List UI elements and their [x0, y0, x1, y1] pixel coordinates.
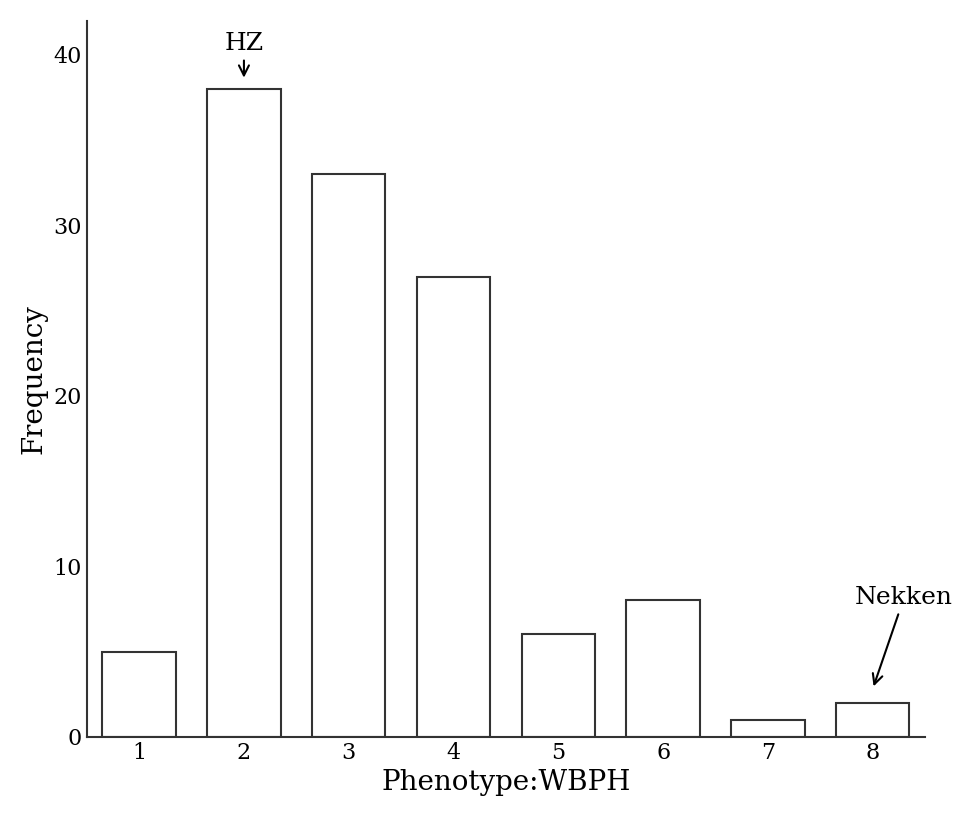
Bar [417, 276, 490, 737]
Bar [102, 651, 176, 737]
Bar [836, 703, 910, 737]
Y-axis label: Frequency: Frequency [20, 304, 48, 453]
X-axis label: Phenotype:WBPH: Phenotype:WBPH [382, 769, 630, 797]
Bar [207, 89, 281, 737]
Bar [521, 635, 595, 737]
Bar [312, 174, 386, 737]
Text: HZ: HZ [224, 32, 264, 75]
Bar [627, 600, 700, 737]
Bar [731, 720, 804, 737]
Text: Nekken: Nekken [855, 586, 954, 684]
